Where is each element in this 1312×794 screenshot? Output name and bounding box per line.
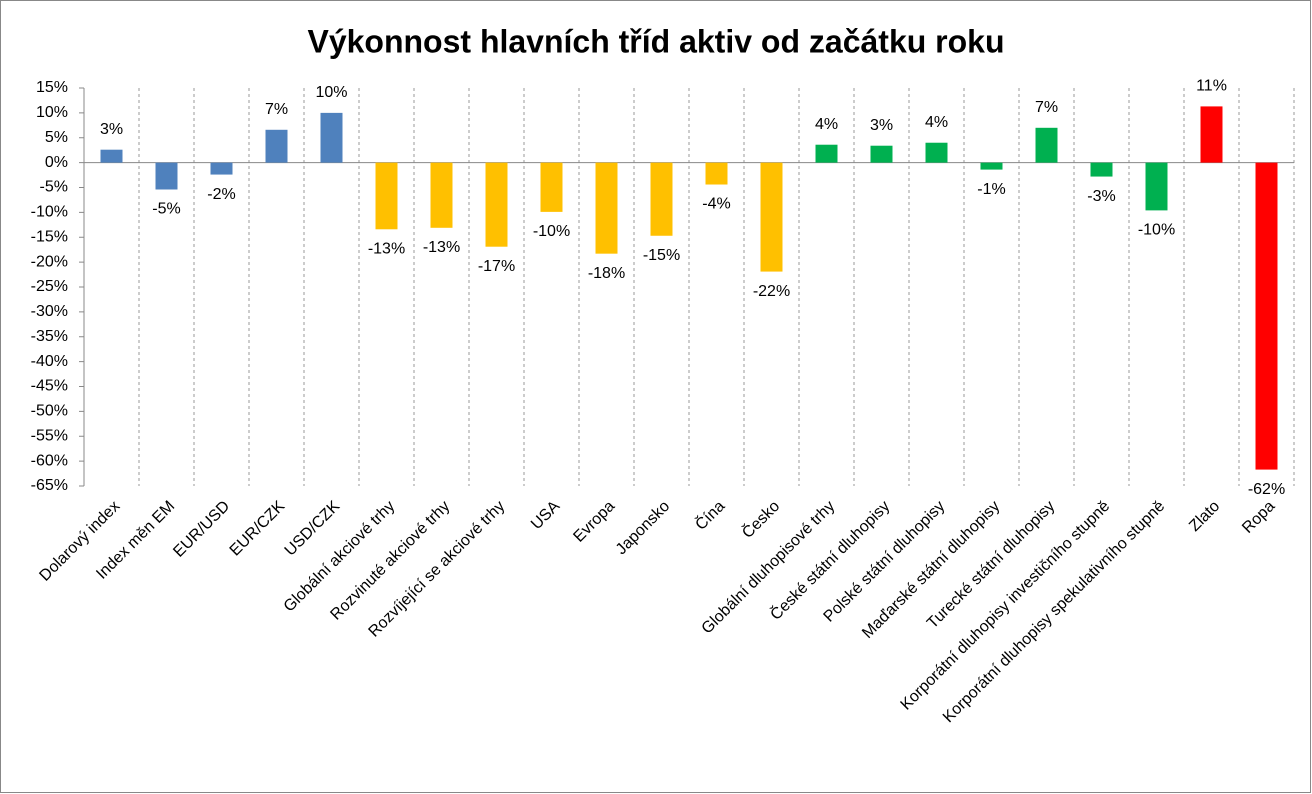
- data-label: 7%: [1035, 99, 1058, 116]
- y-tick-label: -5%: [40, 179, 68, 196]
- data-label: -22%: [753, 283, 790, 300]
- bar: [375, 162, 398, 230]
- bar: [815, 144, 838, 163]
- data-label: -10%: [533, 223, 570, 240]
- y-tick-label: -15%: [31, 228, 68, 245]
- data-label: -13%: [423, 239, 460, 256]
- bar: [705, 162, 728, 185]
- data-label: 7%: [265, 101, 288, 118]
- y-tick-label: -45%: [31, 378, 68, 395]
- data-label: -13%: [368, 241, 405, 258]
- y-tick-label: 15%: [36, 79, 68, 96]
- bar: [650, 162, 673, 236]
- bar: [980, 162, 1003, 170]
- data-label: -3%: [1087, 188, 1115, 205]
- bar: [540, 162, 563, 212]
- y-tick-label: 10%: [36, 104, 68, 121]
- y-tick-label: -40%: [31, 353, 68, 370]
- bar: [320, 112, 343, 163]
- bar: [1090, 162, 1113, 177]
- bar: [760, 162, 783, 272]
- bar: [155, 162, 178, 190]
- y-tick-label: -25%: [31, 278, 68, 295]
- data-label: -15%: [643, 247, 680, 264]
- data-label: -18%: [588, 265, 625, 282]
- y-tick-label: -35%: [31, 328, 68, 345]
- data-label: 4%: [925, 114, 948, 131]
- bar: [870, 145, 893, 163]
- data-label: 3%: [870, 117, 893, 134]
- bar: [485, 162, 508, 247]
- data-label: -17%: [478, 258, 515, 275]
- bar: [1035, 127, 1058, 163]
- data-label: 10%: [315, 84, 347, 101]
- bar: [210, 162, 233, 175]
- data-label: 11%: [1196, 78, 1227, 95]
- y-tick-label: -30%: [31, 303, 68, 320]
- data-label: 3%: [100, 121, 123, 138]
- y-tick-label: -55%: [31, 427, 68, 444]
- data-label: -5%: [152, 201, 180, 218]
- y-tick-label: -20%: [31, 253, 68, 270]
- bar: [595, 162, 618, 254]
- y-tick-label: -65%: [31, 477, 68, 494]
- chart-title: Výkonnost hlavních tříd aktiv od začátku…: [307, 23, 1004, 59]
- data-label: 4%: [815, 116, 838, 133]
- bar: [1200, 106, 1223, 163]
- bar: [430, 162, 453, 228]
- y-tick-label: -10%: [31, 204, 68, 221]
- y-tick-label: -60%: [31, 452, 68, 469]
- data-label: -4%: [702, 196, 730, 213]
- data-label: -2%: [207, 186, 235, 203]
- bar: [265, 129, 288, 163]
- y-tick-label: 5%: [45, 129, 68, 146]
- data-label: -62%: [1248, 481, 1285, 498]
- data-label: -10%: [1138, 222, 1175, 239]
- bar: [100, 149, 123, 163]
- bar: [1255, 162, 1278, 470]
- y-tick-label: 0%: [45, 154, 68, 171]
- y-tick-label: -50%: [31, 403, 68, 420]
- data-label: -1%: [977, 181, 1005, 198]
- bar: [925, 142, 948, 163]
- bar: [1145, 162, 1168, 211]
